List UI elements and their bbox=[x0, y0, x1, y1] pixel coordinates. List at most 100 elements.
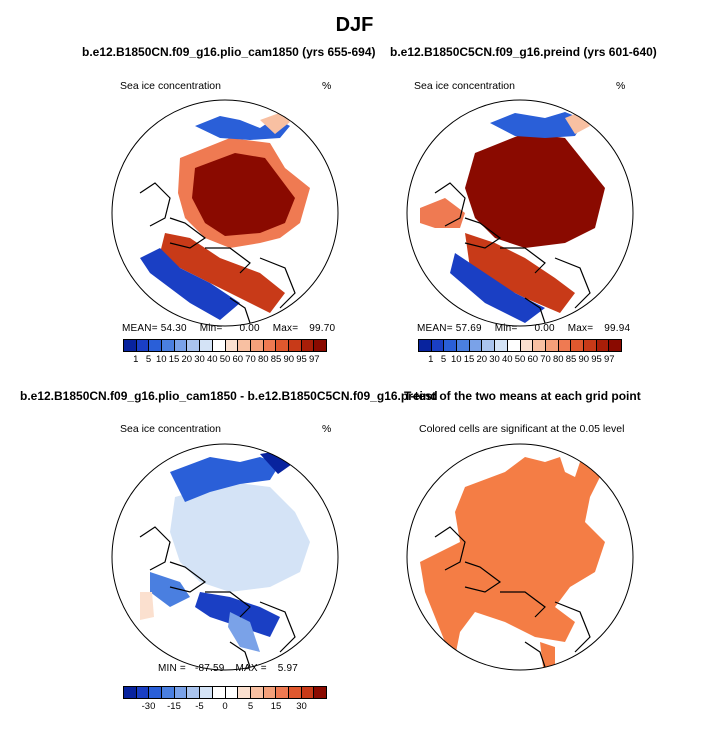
panel1-nordic-ice bbox=[160, 233, 285, 313]
colorbar-tick-label: 95 bbox=[591, 354, 602, 365]
colorbar-swatch bbox=[224, 340, 238, 351]
colorbar-tick-label: 5 bbox=[247, 701, 254, 712]
panel1-min-label: Min= bbox=[199, 323, 223, 334]
colorbar-tick-label: 90 bbox=[283, 354, 295, 365]
colorbar-tick-label: 10 bbox=[155, 354, 167, 365]
panel3-land-outline bbox=[139, 526, 296, 668]
panel1-title: b.e12.B1850CN.f09_g16.plio_cam1850 (yrs … bbox=[82, 45, 376, 59]
panel1-min-value: 0.00 bbox=[239, 323, 260, 334]
panel2-stats: MEAN= 57.69 Min= 0.00 Max= 99.94 bbox=[417, 323, 630, 334]
panel3-min-value: -87.59 bbox=[194, 663, 225, 674]
colorbar-swatch bbox=[161, 687, 174, 698]
panel2-min-label: Min= bbox=[494, 323, 518, 334]
colorbar-tick-label: 60 bbox=[232, 354, 244, 365]
colorbar-swatch bbox=[135, 687, 149, 698]
panel2-title: b.e12.B1850C5CN.f09_g16.preind (yrs 601-… bbox=[390, 45, 657, 59]
colorbar-tick-label: 80 bbox=[552, 354, 564, 365]
colorbar-swatch bbox=[300, 340, 314, 351]
colorbar-tick-label: 30 bbox=[296, 701, 307, 712]
panel2-max-label: Max= bbox=[567, 323, 594, 334]
colorbar-tick-label: 85 bbox=[270, 354, 282, 365]
panel2-colorbar bbox=[418, 339, 622, 352]
colorbar-tick-label: 95 bbox=[296, 354, 307, 365]
colorbar-swatch bbox=[275, 340, 288, 351]
panel2-min-value: 0.00 bbox=[534, 323, 555, 334]
panel2-west-ice bbox=[420, 198, 465, 228]
panel2-blue-edge bbox=[450, 253, 545, 323]
colorbar-swatch bbox=[468, 340, 482, 351]
colorbar-tick-label: 20 bbox=[181, 354, 193, 365]
panel1-mean-label: MEAN= bbox=[122, 323, 158, 334]
panel1-colorbar bbox=[123, 339, 327, 352]
panel3-nordic-decrease bbox=[195, 592, 280, 637]
panel1-units: % bbox=[322, 80, 332, 92]
panel1-east-edge bbox=[260, 112, 290, 134]
panel1-land-outline bbox=[139, 182, 296, 324]
colorbar-tick-label: 85 bbox=[565, 354, 577, 365]
colorbar-swatch bbox=[570, 340, 583, 351]
colorbar-swatch bbox=[608, 340, 621, 351]
panel3-west-decrease bbox=[150, 572, 190, 607]
colorbar-tick-label: 20 bbox=[476, 354, 488, 365]
colorbar-tick-label: 0 bbox=[222, 701, 228, 712]
colorbar-swatch bbox=[313, 687, 326, 698]
colorbar-tick-label: 15 bbox=[168, 354, 180, 365]
panel1-pacific-edge bbox=[195, 116, 290, 140]
panel2-mean-value: 57.69 bbox=[455, 323, 482, 334]
panel3-polar-map bbox=[111, 443, 339, 671]
colorbar-tick-label: 50 bbox=[514, 354, 526, 365]
colorbar-swatch bbox=[557, 340, 571, 351]
panel1-max-label: Max= bbox=[272, 323, 299, 334]
panel3-small-increase bbox=[140, 592, 154, 620]
colorbar-tick-label: 1 bbox=[428, 354, 434, 365]
panel3-min-label: MIN = bbox=[158, 663, 186, 674]
panel2-nordic-ice bbox=[465, 233, 575, 313]
colorbar-tick-label: 5 bbox=[440, 354, 447, 365]
panel2-land-outline bbox=[434, 182, 591, 324]
colorbar-swatch bbox=[494, 340, 507, 351]
colorbar-swatch bbox=[173, 340, 187, 351]
panel2-ice-core bbox=[465, 133, 605, 248]
colorbar-tick-label: 1 bbox=[133, 354, 139, 365]
colorbar-swatch bbox=[249, 687, 263, 698]
colorbar-swatch bbox=[135, 340, 149, 351]
panel3-variable: Sea ice concentration bbox=[120, 423, 221, 435]
colorbar-swatch bbox=[224, 687, 238, 698]
colorbar-swatch bbox=[262, 687, 276, 698]
panel4-title: T-test of the two means at each grid poi… bbox=[404, 389, 641, 403]
colorbar-tick-label: 90 bbox=[578, 354, 590, 365]
colorbar-tick-label: 10 bbox=[450, 354, 462, 365]
colorbar-swatch bbox=[186, 340, 200, 351]
colorbar-tick-label: 40 bbox=[501, 354, 513, 365]
colorbar-swatch bbox=[237, 687, 250, 698]
colorbar-tick-label: 97 bbox=[603, 354, 615, 365]
panel1-max-value: 99.70 bbox=[309, 323, 336, 334]
panel3-units: % bbox=[322, 423, 332, 435]
panel2-mean-label: MEAN= bbox=[417, 323, 453, 334]
colorbar-tick-label: 15 bbox=[463, 354, 475, 365]
colorbar-swatch bbox=[544, 340, 558, 351]
colorbar-swatch bbox=[532, 340, 545, 351]
colorbar-swatch bbox=[161, 340, 174, 351]
main-title: DJF bbox=[335, 14, 374, 36]
panel4-significant-region bbox=[420, 457, 605, 657]
colorbar-tick-label: 80 bbox=[257, 354, 269, 365]
colorbar-swatch bbox=[582, 340, 596, 351]
colorbar-swatch bbox=[148, 340, 162, 351]
panel1-blue-edge bbox=[140, 248, 240, 320]
colorbar-tick-label: 30 bbox=[194, 354, 205, 365]
colorbar-swatch bbox=[456, 340, 469, 351]
colorbar-swatch bbox=[443, 340, 457, 351]
colorbar-tick-label: 97 bbox=[308, 354, 320, 365]
colorbar-swatch bbox=[481, 340, 495, 351]
colorbar-swatch bbox=[262, 340, 276, 351]
panel3-max-label: MAX = bbox=[235, 663, 267, 674]
colorbar-swatch bbox=[237, 340, 250, 351]
colorbar-swatch bbox=[287, 340, 301, 351]
colorbar-tick-label: 50 bbox=[219, 354, 231, 365]
panel3-max-value: 5.97 bbox=[277, 663, 299, 674]
panel1-ice-core bbox=[192, 153, 295, 236]
colorbar-swatch bbox=[211, 340, 225, 351]
panel1-polar-map bbox=[111, 99, 339, 327]
colorbar-tick-label: 40 bbox=[206, 354, 218, 365]
